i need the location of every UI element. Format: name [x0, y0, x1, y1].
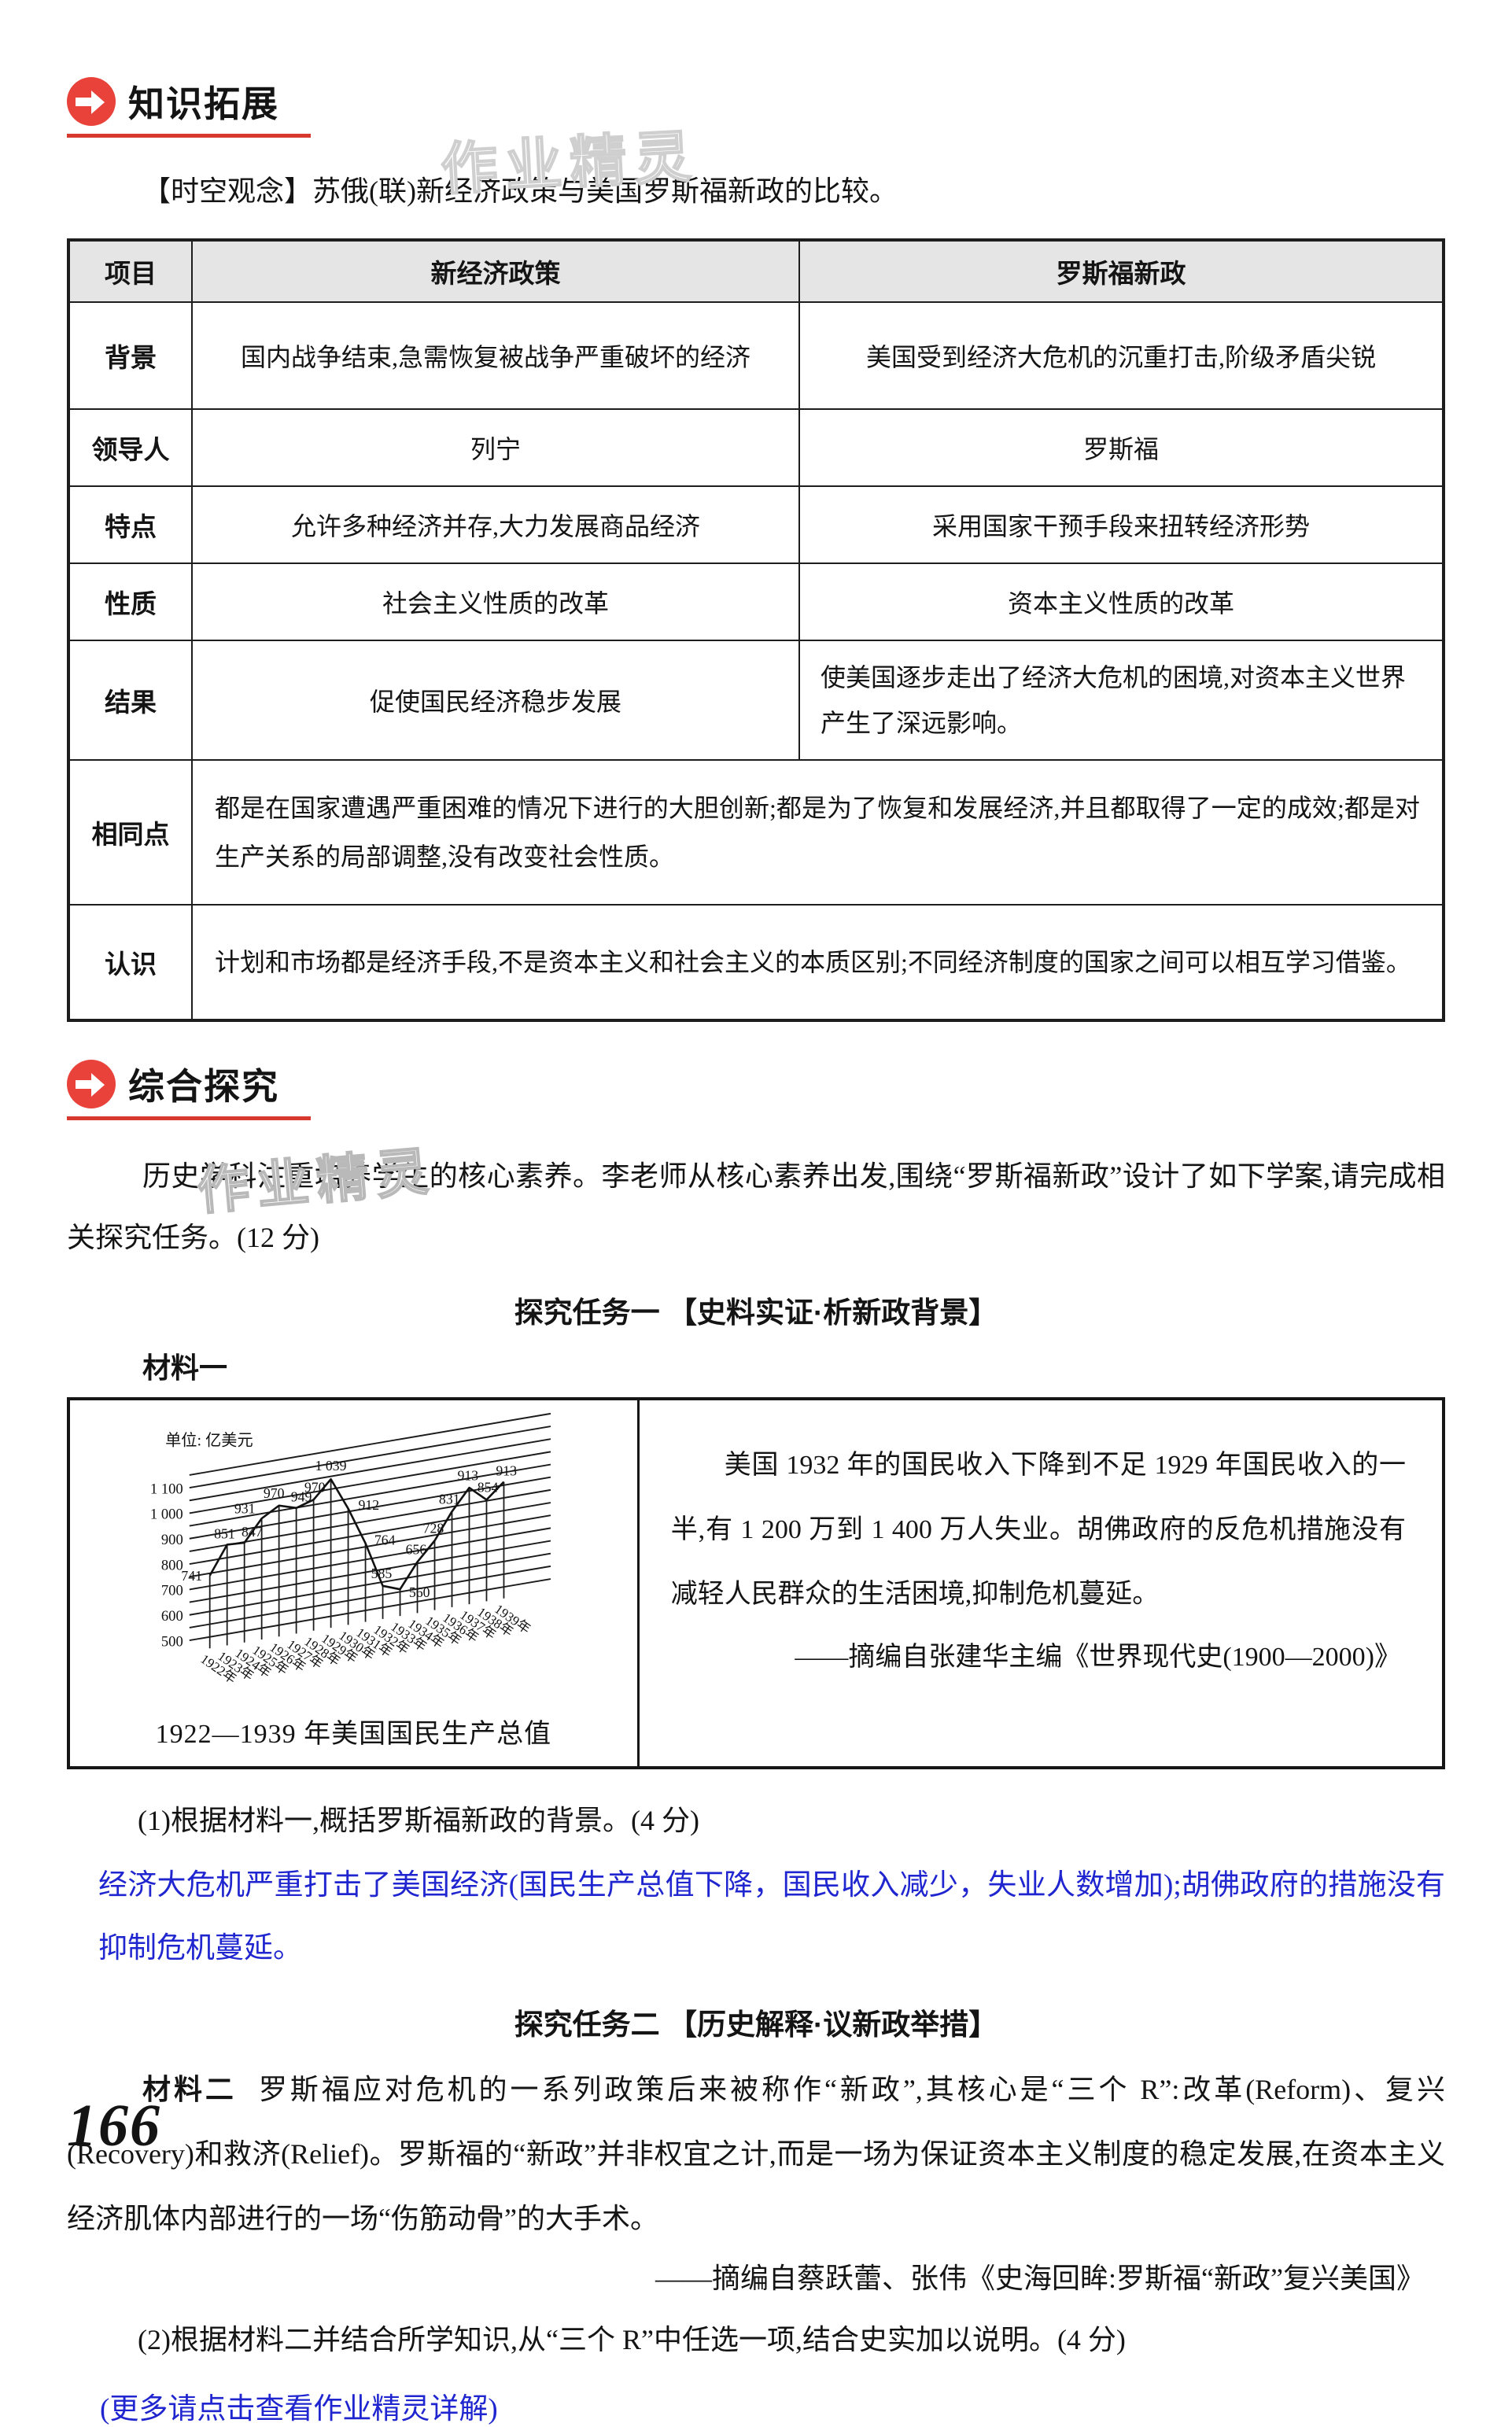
- cell-newdeal: 美国受到经济大危机的沉重打击,阶级矛盾尖锐: [798, 301, 1444, 410]
- section-title-knowledge: 知识拓展: [128, 83, 279, 124]
- col-header-nep: 新经济政策: [191, 239, 800, 303]
- svg-text:913: 913: [496, 1463, 517, 1479]
- cell-nep: 促使国民经济稳步发展: [191, 640, 800, 761]
- col-header-item: 项目: [68, 239, 193, 303]
- table-row: 领导人 列宁 罗斯福: [68, 408, 1444, 487]
- task1-heading: 探究任务一 【史料实证·析新政背景】: [514, 1296, 998, 1329]
- cell-newdeal: 资本主义性质的改革: [798, 562, 1444, 641]
- table-row: 认识 计划和市场都是经济手段,不是资本主义和社会主义的本质区别;不同经济制度的国…: [68, 904, 1444, 1021]
- material-one-source: ——摘编自张建华主编《世界现代史(1900—2000)》: [795, 1643, 1401, 1672]
- svg-text:970: 970: [304, 1480, 326, 1496]
- cell-newdeal: 罗斯福: [798, 408, 1444, 487]
- svg-text:854: 854: [478, 1480, 499, 1496]
- material-one-paragraph: 美国 1932 年的国民收入下降到不足 1929 年国民收入的一半,有 1 20…: [670, 1451, 1406, 1609]
- table-row: 性质 社会主义性质的改革 资本主义性质的改革: [68, 562, 1444, 641]
- svg-text:728: 728: [423, 1521, 444, 1536]
- svg-text:1 100: 1 100: [150, 1481, 183, 1497]
- inquiry-intro: 历史学科注重培养学生的核心素养。李老师从核心素养出发,围绕“罗斯福新政”设计了如…: [67, 1160, 1445, 1253]
- row-label: 认识: [68, 904, 193, 1021]
- row-label: 领导人: [68, 408, 193, 487]
- material-two-source: ——摘编自蔡跃蕾、张伟《史海回眸:罗斯福“新政”复兴美国》: [655, 2263, 1425, 2294]
- svg-text:656: 656: [406, 1542, 427, 1558]
- row-label: 特点: [68, 485, 193, 564]
- material-one-box: 500 600 700 800 900 1 000 1 100 1922年 1923年 1924年…: [67, 1397, 1445, 1769]
- svg-text:847: 847: [242, 1524, 263, 1540]
- cell-nep: 列宁: [191, 408, 800, 487]
- svg-text:851: 851: [214, 1525, 235, 1541]
- section-header-inquiry: 综合探究: [67, 1058, 311, 1120]
- table-header-row: 项目 新经济政策 罗斯福新政: [68, 239, 1444, 303]
- cell-nep: 社会主义性质的改革: [191, 562, 800, 641]
- table-row: 结果 促使国民经济稳步发展 使美国逐步走出了经济大危机的困境,对资本主义世界产生…: [68, 640, 1444, 761]
- svg-text:585: 585: [371, 1566, 393, 1581]
- svg-text:912: 912: [359, 1497, 380, 1513]
- cell-newdeal: 采用国家干预手段来扭转经济形势: [798, 485, 1444, 564]
- material-two-paragraph: 材料二 罗斯福应对危机的一系列政策后来被称作“新政”,其核心是“三个 R”:改革(…: [67, 2057, 1445, 2251]
- page-number: 166: [67, 2093, 161, 2159]
- section-title-inquiry: 综合探究: [128, 1066, 279, 1107]
- svg-text:1 000: 1 000: [150, 1507, 183, 1523]
- chart-title: 1922—1939 年美国国民生产总值: [155, 1720, 552, 1749]
- svg-text:741: 741: [181, 1568, 202, 1584]
- cell-newdeal: 使美国逐步走出了经济大危机的困境,对资本主义世界产生了深远影响。: [798, 640, 1444, 761]
- col-header-newdeal: 罗斯福新政: [798, 239, 1444, 303]
- cell-merged: 计划和市场都是经济手段,不是资本主义和社会主义的本质区别;不同经济制度的国家之间…: [191, 904, 1444, 1021]
- red-arrow-icon: [67, 77, 116, 126]
- svg-text:800: 800: [161, 1557, 183, 1573]
- cell-nep: 允许多种经济并存,大力发展商品经济: [191, 485, 800, 564]
- svg-text:500: 500: [161, 1633, 183, 1650]
- svg-text:600: 600: [161, 1608, 183, 1625]
- row-label: 背景: [68, 301, 193, 410]
- material-one-text: 美国 1932 年的国民收入下降到不足 1929 年国民收入的一半,有 1 20…: [640, 1400, 1442, 1766]
- svg-text:560: 560: [409, 1584, 430, 1600]
- table-row: 背景 国内战争结束,急需恢复被战争严重破坏的经济 美国受到经济大危机的沉重打击,…: [68, 301, 1444, 410]
- material-two-label: 材料二: [142, 2073, 237, 2105]
- comparison-table: 项目 新经济政策 罗斯福新政 背景 国内战争结束,急需恢复被战争严重破坏的经济 …: [67, 238, 1445, 1022]
- row-label: 结果: [68, 640, 193, 761]
- cell-merged: 都是在国家遭遇严重困难的情况下进行的大胆创新;都是为了恢复和发展经济,并且都取得…: [191, 759, 1444, 906]
- task2-heading: 探究任务二 【历史解释·议新政举措】: [514, 2008, 998, 2041]
- row-label: 性质: [68, 562, 193, 641]
- svg-text:单位: 亿美元: 单位: 亿美元: [165, 1432, 253, 1450]
- material-two-text: 罗斯福应对危机的一系列政策后来被称作“新政”,其核心是“三个 R”:改革(Ref…: [67, 2074, 1445, 2234]
- svg-text:831: 831: [439, 1492, 460, 1507]
- svg-text:1 039: 1 039: [315, 1458, 347, 1474]
- gnp-chart-panel: 500 600 700 800 900 1 000 1 100 1922年 1923年 1924年…: [70, 1400, 640, 1766]
- table-row: 特点 允许多种经济并存,大力发展商品经济 采用国家干预手段来扭转经济形势: [68, 485, 1444, 564]
- material-one-label: 材料一: [142, 1352, 228, 1384]
- red-arrow-icon: [67, 1060, 116, 1108]
- more-details-link[interactable]: (更多请点击查看作业精灵详解): [100, 2393, 498, 2425]
- svg-text:949: 949: [291, 1489, 312, 1505]
- table-row: 相同点 都是在国家遭遇严重困难的情况下进行的大胆创新;都是为了恢复和发展经济,并…: [68, 759, 1444, 906]
- answer-1: 经济大危机严重打击了美国经济(国民生产总值下降，国民收入减少，失业人数增加);胡…: [98, 1869, 1445, 1964]
- knowledge-intro: 【时空观念】苏俄(联)新经济政策与美国罗斯福新政的比较。: [142, 175, 898, 207]
- cell-nep: 国内战争结束,急需恢复被战争严重破坏的经济: [191, 301, 800, 410]
- svg-text:700: 700: [161, 1583, 183, 1599]
- svg-text:931: 931: [234, 1501, 256, 1517]
- svg-text:970: 970: [264, 1485, 285, 1501]
- svg-text:764: 764: [374, 1532, 396, 1547]
- section-header-knowledge: 知识拓展: [67, 76, 311, 138]
- svg-text:913: 913: [458, 1467, 479, 1483]
- svg-text:900: 900: [161, 1532, 183, 1548]
- question-1: (1)根据材料一,概括罗斯福新政的背景。(4 分): [138, 1805, 699, 1836]
- question-2: (2)根据材料二并结合所学知识,从“三个 R”中任选一项,结合史实加以说明。(4…: [138, 2324, 1126, 2355]
- row-label: 相同点: [68, 759, 193, 906]
